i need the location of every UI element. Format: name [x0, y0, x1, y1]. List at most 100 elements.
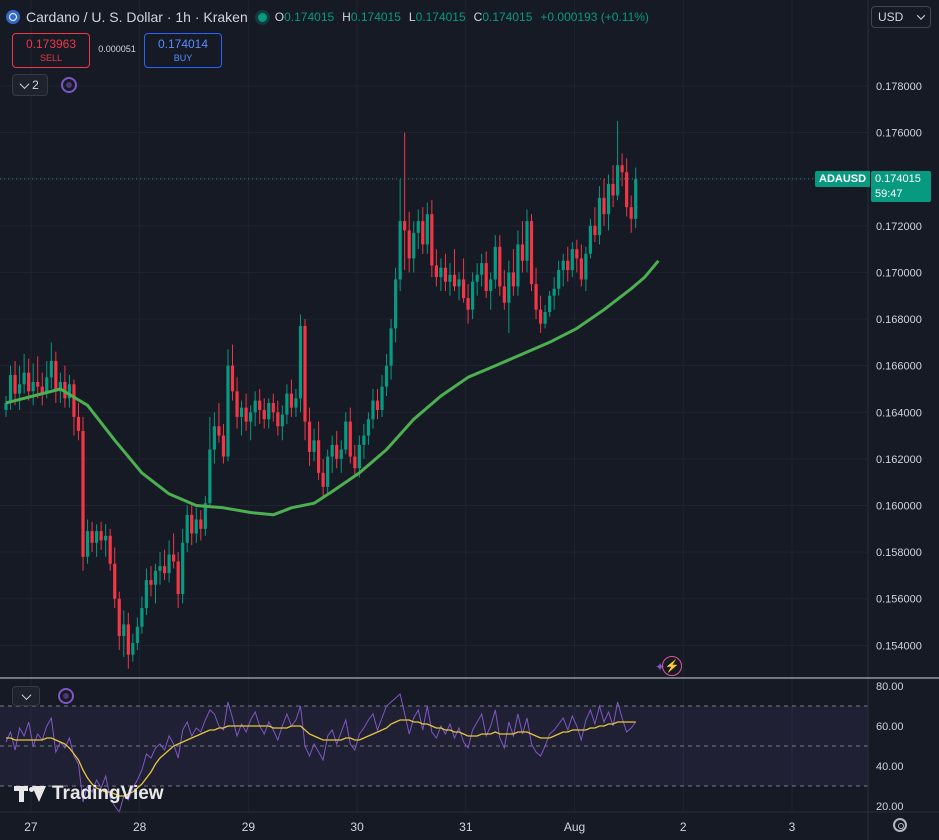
chevron-down-icon — [19, 78, 30, 89]
candle-body — [45, 377, 49, 394]
candle-body — [525, 221, 529, 261]
candle-countdown: 59:47 — [875, 187, 903, 200]
refresh-icon[interactable] — [61, 77, 77, 93]
ohlc-high: H0.174015 — [342, 10, 401, 24]
candle-body — [27, 372, 31, 392]
candle-body — [144, 580, 149, 609]
sparkle-icon: ✦ — [655, 660, 666, 674]
rsi-panel-toggle[interactable] — [12, 686, 40, 706]
candle-body — [212, 426, 216, 450]
candle-body — [253, 400, 257, 413]
candle-body — [203, 503, 207, 529]
candle-body — [516, 244, 520, 287]
candle-body — [239, 407, 244, 417]
chevron-down-icon — [916, 11, 926, 20]
coin-icon — [6, 10, 20, 24]
y-tick-label: 0.172000 — [876, 221, 922, 233]
tradingview-logo[interactable]: TradingView — [14, 783, 164, 805]
candle-body — [13, 374, 17, 394]
price-grid — [0, 0, 868, 812]
candle-body — [353, 456, 357, 469]
candle-body — [371, 400, 375, 420]
candle-body — [448, 274, 452, 282]
candle-body — [49, 360, 53, 378]
bolt-icon[interactable]: ⚡ — [662, 656, 682, 676]
candle-body — [575, 249, 579, 259]
candle-body — [190, 514, 194, 534]
candle-body — [398, 221, 402, 280]
candle-body — [95, 531, 99, 543]
symbol-legend[interactable]: Cardano / U. S. Dollar · 1h · Kraken O0.… — [6, 6, 649, 28]
candle-body — [131, 643, 135, 655]
candle-body — [407, 230, 411, 259]
y-tick-label: 0.170000 — [876, 267, 922, 279]
candle-body — [480, 263, 484, 275]
candle-body — [384, 365, 389, 387]
candle-body — [461, 279, 466, 299]
candle-body — [217, 426, 221, 436]
sell-price: 0.173963 — [25, 36, 77, 51]
candle-body — [249, 412, 253, 422]
candle-body — [135, 626, 139, 644]
candle-body — [362, 435, 366, 445]
buy-button[interactable]: 0.174014 BUY — [144, 33, 222, 68]
candlestick-series — [4, 120, 638, 669]
candle-body — [511, 272, 515, 287]
candle-body — [58, 381, 62, 392]
candle-body — [611, 183, 615, 196]
currency-select[interactable]: USD — [871, 6, 931, 28]
candle-body — [271, 402, 275, 413]
candle-body — [620, 165, 624, 173]
candle-body — [85, 531, 90, 557]
candle-body — [326, 456, 330, 487]
candle-body — [17, 384, 22, 394]
candle-body — [81, 430, 85, 557]
candle-body — [434, 265, 438, 278]
candle-body — [40, 386, 44, 394]
price-change: +0.000193 (+0.11%) — [540, 10, 649, 24]
currency-label: USD — [878, 10, 904, 24]
y-tick-label: 0.166000 — [876, 361, 922, 373]
candle-body — [262, 409, 266, 420]
candle-body — [375, 400, 380, 410]
indicators-toggle[interactable]: 2 — [12, 74, 48, 96]
y-tick-label: 0.178000 — [876, 81, 922, 93]
candle-body — [158, 566, 162, 571]
candle-body — [307, 421, 312, 452]
candle-body — [421, 221, 425, 245]
y-tick-label: 0.154000 — [876, 640, 922, 652]
candle-body — [22, 372, 26, 385]
candle-body — [280, 414, 284, 427]
refresh-icon[interactable] — [58, 688, 74, 704]
settings-gear-icon[interactable] — [893, 818, 907, 832]
candle-body — [394, 279, 398, 329]
x-tick-label: 27 — [24, 820, 38, 834]
ohlc-open: O0.174015 — [274, 10, 335, 24]
candle-body — [615, 165, 620, 196]
candle-body — [176, 561, 180, 595]
candle-body — [344, 421, 348, 450]
candle-body — [475, 274, 479, 282]
rsi-y-tick-label: 40.00 — [876, 761, 904, 773]
last-price-value: 0.174015 — [875, 172, 921, 185]
moving-average-series — [5, 259, 660, 517]
sell-button[interactable]: 0.173963 SELL — [12, 33, 90, 68]
candle-body — [629, 207, 633, 219]
candle-body — [276, 412, 280, 427]
candle-body — [529, 221, 534, 285]
candle-body — [140, 608, 144, 627]
candle-body — [67, 384, 72, 399]
y-tick-label: 0.176000 — [876, 128, 922, 140]
candle-body — [597, 197, 602, 236]
candle-body — [117, 598, 121, 637]
candle-body — [593, 225, 597, 236]
candle-body — [443, 267, 448, 282]
candle-body — [366, 419, 371, 436]
rsi-y-tick-label: 20.00 — [876, 801, 904, 813]
candle-body — [579, 258, 583, 280]
live-dot-icon — [257, 12, 267, 22]
candle-body — [357, 444, 361, 469]
x-tick-label: 3 — [789, 820, 796, 834]
branding-text: TradingView — [52, 783, 164, 804]
